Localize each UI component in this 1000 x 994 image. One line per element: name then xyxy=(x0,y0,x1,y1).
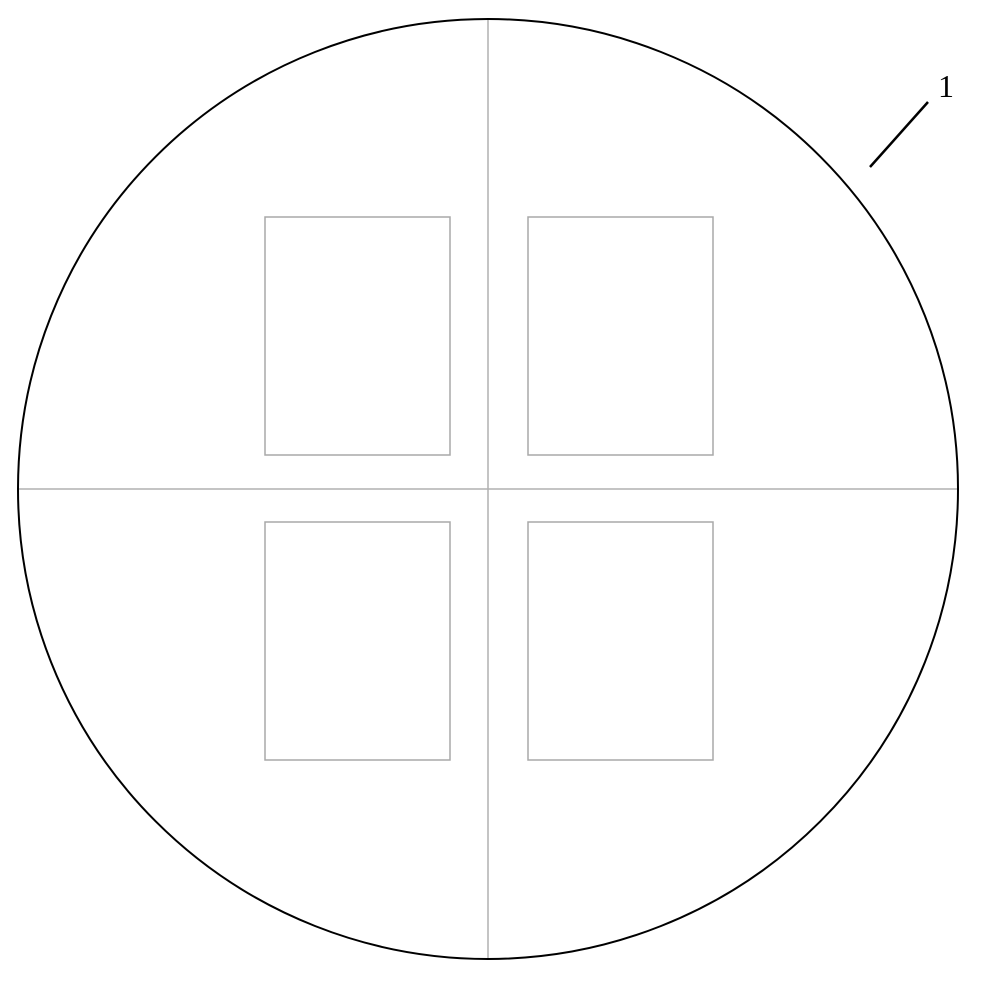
rect-top-right xyxy=(528,217,713,455)
rect-top-left xyxy=(265,217,450,455)
rect-bottom-right xyxy=(528,522,713,760)
circle-label: 1 xyxy=(938,68,954,105)
rect-bottom-left xyxy=(265,522,450,760)
diagram-container: 1 xyxy=(0,0,1000,994)
leader-line xyxy=(870,102,928,167)
technical-diagram xyxy=(0,0,1000,994)
